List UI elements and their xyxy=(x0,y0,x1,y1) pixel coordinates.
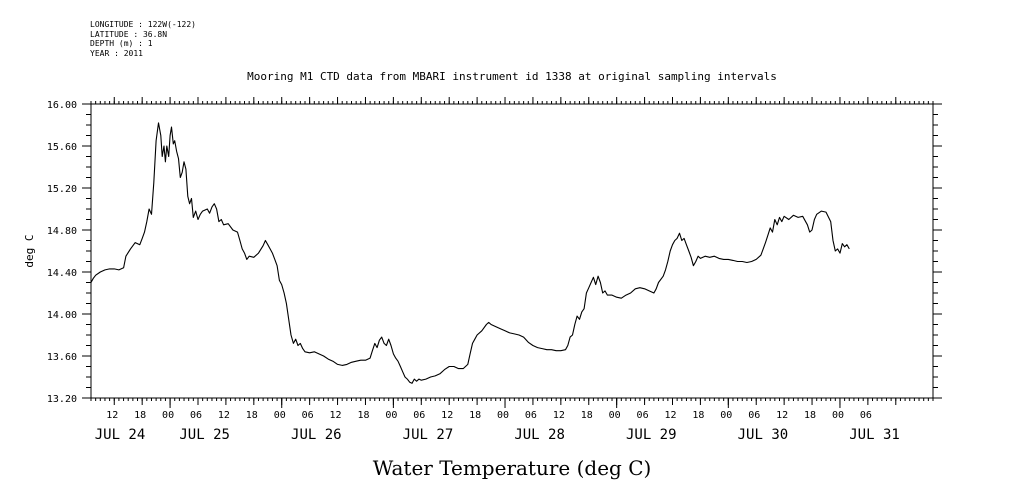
x-tick-label: 18 xyxy=(357,410,369,421)
meta-depth: DEPTH (m) : 1 xyxy=(90,39,153,48)
meta-year: YEAR : 2011 xyxy=(90,48,143,58)
x-tick-label: 06 xyxy=(748,410,760,421)
x-day-label: JUL 31 xyxy=(849,427,900,443)
y-tick-label: 14.40 xyxy=(47,268,77,279)
x-tick-label: 12 xyxy=(776,410,788,421)
x-day-label: JUL 27 xyxy=(403,427,454,443)
x-day-label: JUL 25 xyxy=(179,427,230,443)
y-tick-label: 14.00 xyxy=(47,310,77,321)
x-tick-label: 12 xyxy=(330,410,342,421)
chart-title: Mooring M1 CTD data from MBARI instrumen… xyxy=(247,70,777,83)
y-tick-label: 15.20 xyxy=(47,184,77,195)
x-tick-label: 00 xyxy=(609,410,621,421)
x-tick-label: 00 xyxy=(720,410,732,421)
x-day-label: JUL 26 xyxy=(291,427,342,443)
x-tick-label: 18 xyxy=(692,410,704,421)
x-tick-label: 18 xyxy=(469,410,481,421)
temperature-series-line xyxy=(90,122,850,384)
plot-frame xyxy=(90,103,934,399)
x-tick-label: 18 xyxy=(134,410,146,421)
series-layer xyxy=(90,122,850,384)
x-axis-label: Water Temperature (deg C) xyxy=(373,456,652,480)
x-day-label: JUL 24 xyxy=(95,427,146,443)
x-tick-label: 00 xyxy=(274,410,286,421)
x-tick-label: 06 xyxy=(302,410,314,421)
x-tick-label: 12 xyxy=(218,410,230,421)
y-tick-label: 16.00 xyxy=(47,100,77,111)
x-tick-label: 18 xyxy=(246,410,258,421)
x-tick-label: 06 xyxy=(525,410,537,421)
x-tick-label: 00 xyxy=(832,410,844,421)
x-day-label: JUL 30 xyxy=(738,427,789,443)
x-tick-label: 06 xyxy=(860,410,872,421)
x-tick-label: 00 xyxy=(162,410,174,421)
x-tick-label: 06 xyxy=(413,410,425,421)
y-tick-label: 14.80 xyxy=(47,226,77,237)
axes-layer: 13.20 13.60 14.00 14.40 14.80 15.20 15.60 16.00… xyxy=(47,97,942,443)
y-tick-label: 13.20 xyxy=(47,394,77,405)
x-tick-label: 06 xyxy=(190,410,202,421)
x-day-label: JUL 29 xyxy=(626,427,677,443)
x-tick-label: 18 xyxy=(804,410,816,421)
x-day-label: JUL 28 xyxy=(514,427,565,443)
x-tick-label: 00 xyxy=(385,410,397,421)
x-tick-label: 12 xyxy=(664,410,676,421)
x-tick-label: 06 xyxy=(637,410,649,421)
x-tick-label: 12 xyxy=(106,410,118,421)
y-tick-label: 15.60 xyxy=(47,142,77,153)
x-tick-label: 18 xyxy=(581,410,593,421)
x-tick-label: 12 xyxy=(441,410,453,421)
x-tick-label: 00 xyxy=(497,410,509,421)
meta-latitude: LATITUDE : 36.8N xyxy=(90,29,168,39)
y-axis-label: deg C xyxy=(23,234,36,267)
meta-longitude: LONGITUDE : 122W(-122) xyxy=(90,20,196,29)
x-tick-label: 12 xyxy=(553,410,565,421)
y-tick-label: 13.60 xyxy=(47,352,77,363)
metadata-block: LONGITUDE : 122W(-122) LATITUDE : 36.8N … xyxy=(90,20,196,58)
